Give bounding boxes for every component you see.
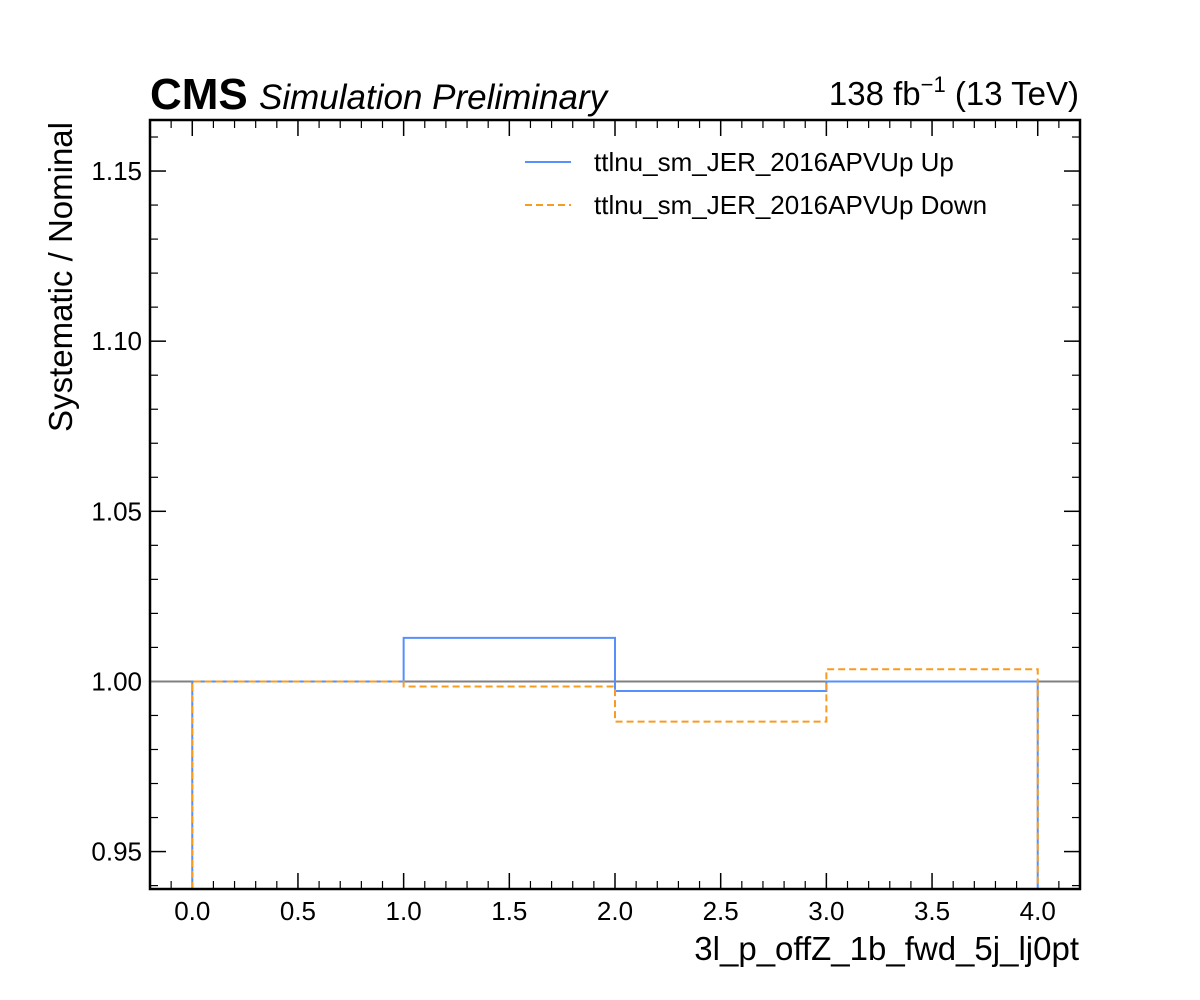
y-tick-label: 1.10 xyxy=(91,326,142,356)
y-axis-title: Systematic / Nominal xyxy=(42,122,79,432)
x-tick-label: 3.5 xyxy=(914,896,950,926)
x-axis-title: 3l_p_offZ_1b_fwd_5j_lj0pt xyxy=(694,930,1079,967)
luminosity-label: 138 fb−1 (13 TeV) xyxy=(829,72,1079,112)
x-tick-label: 2.5 xyxy=(703,896,739,926)
legend: ttlnu_sm_JER_2016APVUp Up ttlnu_sm_JER_2… xyxy=(525,147,987,220)
legend-label-up: ttlnu_sm_JER_2016APVUp Up xyxy=(594,147,954,177)
series-down-step-line xyxy=(191,668,1039,889)
y-tick-label: 1.00 xyxy=(91,666,142,696)
series-up-step-line xyxy=(191,636,1039,889)
simulation-preliminary-label: Simulation Preliminary xyxy=(259,78,610,117)
x-tick-label: 1.0 xyxy=(386,896,422,926)
lumi-exponent: −1 xyxy=(921,72,946,97)
x-tick-label: 1.5 xyxy=(491,896,527,926)
x-tick-label: 0.5 xyxy=(280,896,316,926)
y-tick-label: 1.15 xyxy=(91,156,142,186)
y-tick-label: 1.05 xyxy=(91,496,142,526)
x-tick-label: 4.0 xyxy=(1020,896,1056,926)
lumi-energy: (13 TeV) xyxy=(946,75,1079,112)
x-tick-label: 0.0 xyxy=(174,896,210,926)
lumi-value: 138 fb xyxy=(829,75,921,112)
axis-ticks: 0.0 0.5 1.0 1.5 2.0 2.5 3.0 3.5 4.0 0.95 1.00 1.05 1… xyxy=(91,120,1080,926)
cms-label: CMS xyxy=(150,70,248,119)
x-tick-label: 3.0 xyxy=(808,896,844,926)
series-group xyxy=(191,636,1039,889)
legend-label-down: ttlnu_sm_JER_2016APVUp Down xyxy=(594,190,987,220)
plot-frame xyxy=(148,118,1082,891)
x-tick-label: 2.0 xyxy=(597,896,633,926)
y-tick-label: 0.95 xyxy=(91,837,142,867)
